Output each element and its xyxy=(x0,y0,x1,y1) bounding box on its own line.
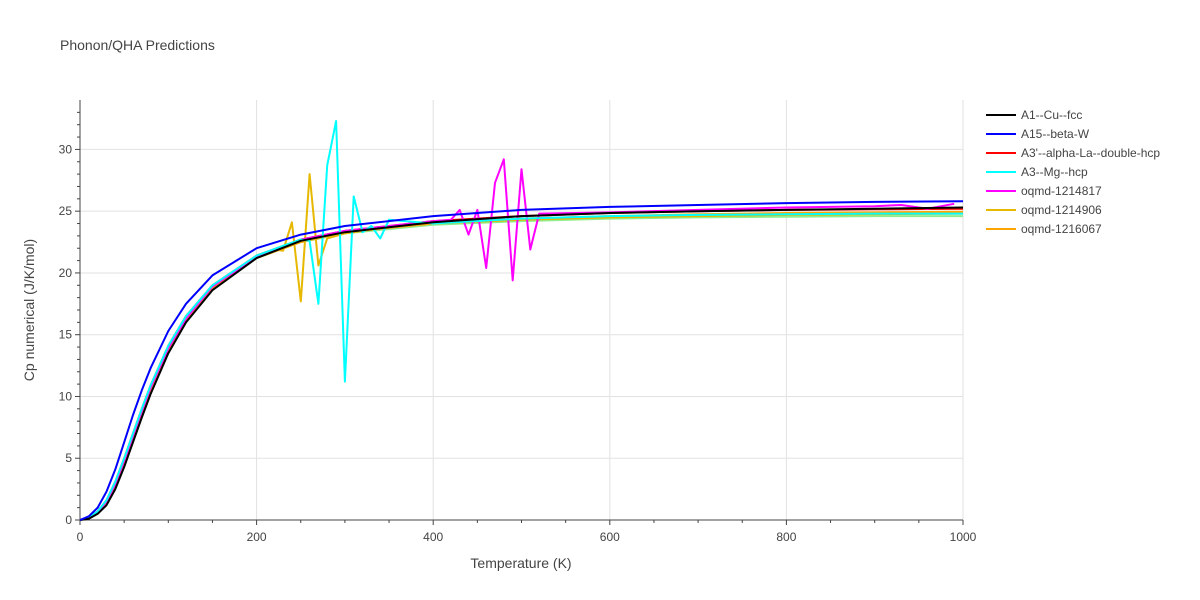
legend-label: A3'--alpha-La--double-hcp xyxy=(1021,146,1160,160)
y-tick-label: 5 xyxy=(65,451,72,465)
y-tick-label: 0 xyxy=(65,513,72,527)
plot-area xyxy=(79,120,964,521)
chart-title: Phonon/QHA Predictions xyxy=(60,37,215,53)
x-tick-label: 0 xyxy=(77,530,84,544)
x-tick-label: 400 xyxy=(423,530,443,544)
legend-item-4[interactable]: oqmd-1214817 xyxy=(986,184,1102,198)
series-line-3 xyxy=(79,120,963,521)
legend-label: oqmd-1216067 xyxy=(1021,222,1102,236)
legend-item-6[interactable]: oqmd-1216067 xyxy=(986,222,1102,236)
x-tick-label: 200 xyxy=(247,530,267,544)
y-tick-label: 15 xyxy=(59,328,73,342)
x-tick-label: 600 xyxy=(600,530,620,544)
legend-item-3[interactable]: A3--Mg--hcp xyxy=(986,165,1088,179)
y-tick-label: 10 xyxy=(59,389,73,403)
legend-label: oqmd-1214817 xyxy=(1021,184,1102,198)
legend-item-5[interactable]: oqmd-1214906 xyxy=(986,203,1102,217)
y-tick-label: 20 xyxy=(59,266,73,280)
y-tick-label: 30 xyxy=(59,142,73,156)
y-tick-label: 25 xyxy=(59,204,73,218)
legend-label: oqmd-1214906 xyxy=(1021,203,1102,217)
x-axis-title: Temperature (K) xyxy=(470,555,571,571)
axes: 0 200 400 600 800 1000 0 5 10 15 20 25 30 xyxy=(59,100,977,544)
series-line-0 xyxy=(79,206,964,521)
legend-item-2[interactable]: A3'--alpha-La--double-hcp xyxy=(986,146,1160,160)
legend-label: A15--beta-W xyxy=(1021,127,1090,141)
legend-label: A3--Mg--hcp xyxy=(1021,165,1088,179)
legend-label: A1--Cu--fcc xyxy=(1021,108,1082,122)
legend[interactable]: A1--Cu--fcc A15--beta-W A3'--alpha-La--dou… xyxy=(986,108,1160,236)
grid xyxy=(80,100,964,520)
x-tick-label: 800 xyxy=(776,530,796,544)
x-tick-label: 1000 xyxy=(950,530,977,544)
y-axis-title: Cp numerical (J/K/mol) xyxy=(21,239,37,381)
series-line-1 xyxy=(79,200,964,521)
legend-item-0[interactable]: A1--Cu--fcc xyxy=(986,108,1082,122)
legend-item-1[interactable]: A15--beta-W xyxy=(986,127,1090,141)
